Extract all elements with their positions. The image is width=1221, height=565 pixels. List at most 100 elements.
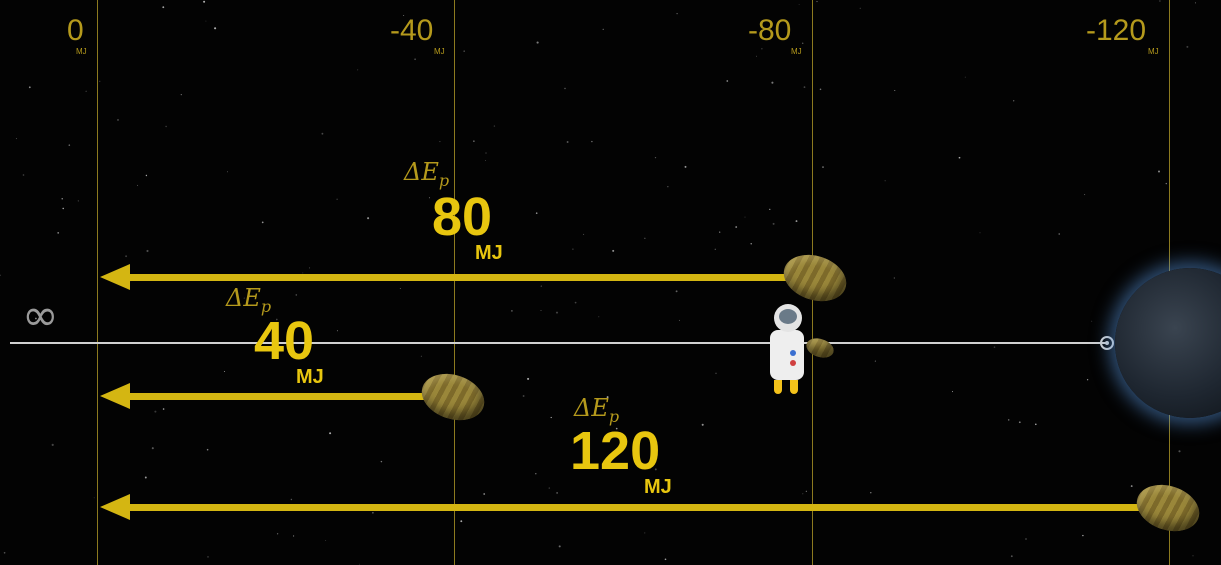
star	[325, 540, 327, 541]
star	[644, 532, 646, 534]
energy-unit-120: MJ	[644, 476, 672, 498]
position-axis	[10, 342, 1108, 344]
star	[207, 556, 209, 558]
star	[1035, 423, 1037, 426]
star	[309, 267, 311, 269]
star	[483, 493, 486, 495]
star	[336, 198, 338, 200]
astronaut-visor	[779, 309, 797, 324]
star	[602, 28, 604, 30]
star	[726, 80, 729, 82]
star	[564, 87, 566, 90]
star	[85, 90, 87, 92]
star	[367, 217, 370, 220]
star	[243, 297, 245, 299]
star	[329, 432, 332, 435]
star	[802, 493, 804, 495]
arrow-40-head	[100, 383, 130, 409]
star	[372, 511, 374, 514]
star	[1178, 450, 1181, 453]
star	[321, 132, 324, 135]
star	[550, 416, 552, 419]
star	[548, 487, 551, 489]
star	[951, 391, 954, 393]
star	[1058, 233, 1060, 235]
star	[536, 41, 539, 44]
star	[22, 174, 25, 176]
star	[1082, 534, 1084, 537]
star	[1194, 2, 1196, 4]
star	[667, 186, 669, 188]
star	[612, 249, 615, 252]
star	[293, 535, 295, 537]
star	[801, 42, 804, 45]
star	[125, 255, 128, 258]
tick-label-minus-80: -80	[748, 14, 792, 47]
star	[485, 160, 486, 161]
star	[644, 237, 646, 239]
star	[493, 125, 496, 127]
star	[180, 94, 182, 96]
star	[678, 319, 680, 321]
star	[805, 490, 807, 492]
star	[1165, 182, 1168, 185]
astronaut-suit	[770, 330, 804, 380]
star	[511, 310, 513, 312]
star	[574, 301, 577, 304]
star	[403, 15, 405, 16]
target-dot-icon	[1100, 336, 1114, 350]
star	[756, 55, 757, 57]
gridline-minus-40	[454, 0, 455, 565]
tick-unit-0: MJ	[76, 47, 87, 56]
star	[676, 12, 678, 15]
star	[1159, 0, 1161, 2]
star	[874, 360, 876, 362]
star	[583, 233, 585, 235]
tick-label-minus-40: -40	[390, 14, 434, 47]
star	[1007, 419, 1010, 421]
star	[555, 311, 559, 314]
star	[77, 200, 79, 202]
star	[357, 69, 359, 71]
star	[606, 396, 609, 399]
star	[463, 50, 465, 52]
star	[57, 232, 60, 234]
star	[51, 443, 54, 446]
star	[275, 318, 278, 321]
star	[615, 427, 618, 430]
star	[99, 80, 101, 82]
star	[151, 447, 154, 450]
star	[761, 48, 763, 50]
star	[522, 395, 525, 397]
star	[598, 316, 600, 318]
star	[380, 460, 383, 463]
star	[527, 377, 530, 380]
arrow-120	[128, 504, 1143, 511]
star	[485, 152, 487, 154]
star	[675, 290, 678, 293]
star	[1084, 194, 1086, 196]
tick-unit-minus-120: MJ	[1148, 47, 1159, 56]
star	[654, 468, 657, 471]
star	[819, 88, 822, 91]
star	[1130, 485, 1133, 488]
delta-ep-label-120: ΔEp	[574, 394, 620, 426]
suit-patch	[790, 350, 796, 356]
energy-value-120: 120	[570, 421, 661, 481]
star	[803, 86, 806, 88]
star	[460, 520, 463, 523]
star	[1192, 555, 1194, 557]
star	[744, 216, 746, 218]
star	[144, 476, 147, 479]
star	[558, 545, 561, 548]
star	[0, 274, 1, 277]
star	[35, 317, 37, 320]
star	[1091, 320, 1093, 322]
star	[165, 125, 167, 128]
star	[795, 220, 798, 223]
star	[540, 310, 542, 311]
star	[203, 0, 206, 3]
astronaut-icon	[768, 304, 808, 396]
star	[1018, 421, 1021, 424]
